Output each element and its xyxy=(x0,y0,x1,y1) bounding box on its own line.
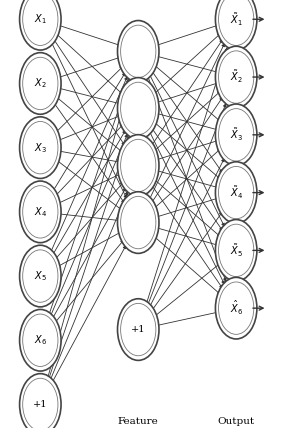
Text: $X_1$: $X_1$ xyxy=(34,12,47,26)
Text: $\tilde{X}_5$: $\tilde{X}_5$ xyxy=(230,242,242,259)
Text: $\tilde{X}_2$: $\tilde{X}_2$ xyxy=(230,68,242,86)
Circle shape xyxy=(215,104,257,166)
Circle shape xyxy=(20,245,61,307)
Circle shape xyxy=(20,117,61,178)
Circle shape xyxy=(215,0,257,50)
Text: $X_6$: $X_6$ xyxy=(34,333,47,347)
Text: $\tilde{X}_1$: $\tilde{X}_1$ xyxy=(230,11,242,28)
Text: $\tilde{X}_3$: $\tilde{X}_3$ xyxy=(230,126,243,143)
Text: +1: +1 xyxy=(33,400,48,409)
Circle shape xyxy=(118,192,159,253)
Circle shape xyxy=(20,374,61,428)
Text: $X_4$: $X_4$ xyxy=(34,205,47,219)
Text: $\hat{X}_6$: $\hat{X}_6$ xyxy=(230,299,243,317)
Circle shape xyxy=(215,46,257,108)
Circle shape xyxy=(118,21,159,82)
Text: Output: Output xyxy=(218,417,255,426)
Circle shape xyxy=(215,220,257,281)
Circle shape xyxy=(215,277,257,339)
Text: $X_2$: $X_2$ xyxy=(34,77,47,90)
Text: +1: +1 xyxy=(131,325,145,334)
Circle shape xyxy=(118,135,159,196)
Text: Feature: Feature xyxy=(118,417,159,426)
Text: $X_5$: $X_5$ xyxy=(34,269,47,283)
Text: $\tilde{X}_4$: $\tilde{X}_4$ xyxy=(230,184,243,201)
Text: Input: Input xyxy=(26,417,54,426)
Circle shape xyxy=(118,299,159,360)
Circle shape xyxy=(118,77,159,139)
Circle shape xyxy=(20,0,61,50)
Circle shape xyxy=(20,309,61,371)
Circle shape xyxy=(20,181,61,243)
Circle shape xyxy=(20,53,61,114)
Circle shape xyxy=(215,162,257,223)
Text: $X_3$: $X_3$ xyxy=(34,141,47,155)
